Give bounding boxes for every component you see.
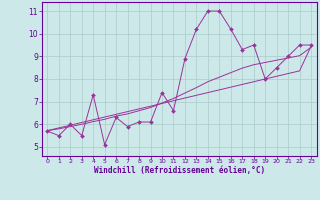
- X-axis label: Windchill (Refroidissement éolien,°C): Windchill (Refroidissement éolien,°C): [94, 166, 265, 175]
